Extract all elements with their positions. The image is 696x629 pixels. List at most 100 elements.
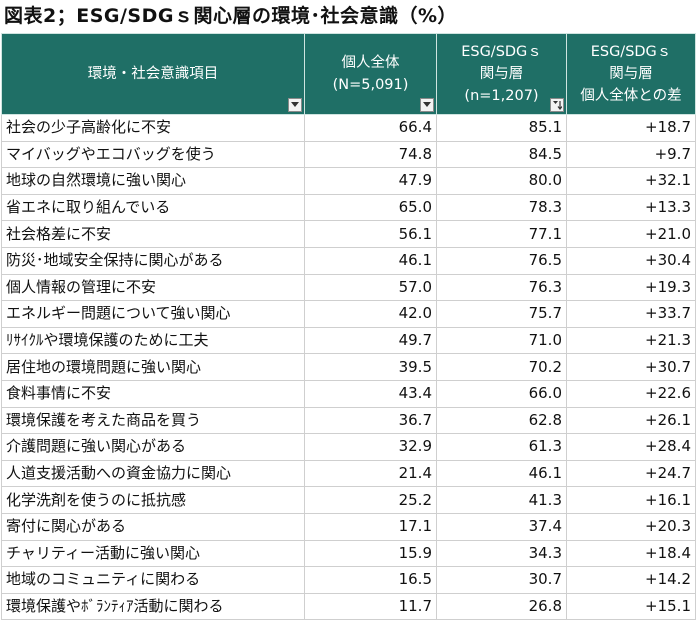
row-diff-cell[interactable]: +24.7: [566, 459, 696, 488]
table-row: マイバッグやエコバッグを使う 74.8 84.5 +9.7: [1, 140, 696, 169]
row-diff-cell[interactable]: +15.1: [566, 592, 696, 621]
header-line: ESG/SDGｓ: [590, 44, 672, 60]
row-esg-cell[interactable]: 85.1: [436, 114, 567, 142]
row-all-cell[interactable]: 43.4: [304, 379, 437, 408]
row-diff-cell[interactable]: +22.6: [566, 379, 696, 408]
row-item-cell[interactable]: 化学洗剤を使うのに抵抗感: [1, 486, 305, 514]
row-esg-cell[interactable]: 26.8: [436, 592, 567, 621]
row-esg-cell[interactable]: 62.8: [436, 406, 567, 435]
row-item-cell[interactable]: 環境保護やﾎﾞﾗﾝﾃｨｱ活動に関わる: [1, 592, 305, 621]
row-item-cell[interactable]: エネルギー問題について強い関心: [1, 300, 305, 328]
row-item-cell[interactable]: 介護問題に強い関心がある: [1, 433, 305, 461]
row-diff-cell[interactable]: +9.7: [566, 140, 696, 169]
row-item-cell[interactable]: 防災･地域安全保持に関心がある: [1, 246, 305, 275]
row-item-cell[interactable]: 人道支援活動への資金協力に関心: [1, 459, 305, 488]
row-esg-cell[interactable]: 78.3: [436, 193, 567, 222]
row-all-cell[interactable]: 49.7: [304, 326, 437, 355]
table-row: チャリティー活動に強い関心 15.9 34.3 +18.4: [1, 539, 696, 568]
row-diff-cell[interactable]: +18.7: [566, 114, 696, 142]
row-diff-cell[interactable]: +21.3: [566, 326, 696, 355]
row-diff-cell[interactable]: +33.7: [566, 300, 696, 328]
page-title: 図表2；ESG/SDGｓ関心層の環境･社会意識（%）: [4, 5, 458, 27]
row-all-cell[interactable]: 56.1: [304, 220, 437, 248]
row-all-cell[interactable]: 57.0: [304, 273, 437, 302]
row-item-cell[interactable]: 省エネに取り組んでいる: [1, 193, 305, 222]
row-esg-cell[interactable]: 34.3: [436, 539, 567, 568]
row-all-cell[interactable]: 46.1: [304, 246, 437, 275]
row-all-cell[interactable]: 21.4: [304, 459, 437, 488]
header-row: 環境・社会意識項目 個人全体 (N=5,091) ESG/SDGｓ 関与層 (n…: [1, 33, 696, 115]
row-diff-cell[interactable]: +21.0: [566, 220, 696, 248]
row-all-cell[interactable]: 36.7: [304, 406, 437, 435]
row-diff-cell[interactable]: +18.4: [566, 539, 696, 568]
header-diff: ESG/SDGｓ 関与層 個人全体との差: [566, 33, 696, 115]
table-row: 居住地の環境問題に強い関心 39.5 70.2 +30.7: [1, 353, 696, 381]
row-all-cell[interactable]: 17.1: [304, 512, 437, 541]
row-item-cell[interactable]: 社会の少子高齢化に不安: [1, 114, 305, 142]
row-esg-cell[interactable]: 76.5: [436, 246, 567, 275]
row-all-cell[interactable]: 11.7: [304, 592, 437, 621]
dropdown-arrow-icon[interactable]: [288, 98, 302, 112]
row-item-cell[interactable]: 地域のコミュニティに関わる: [1, 566, 305, 594]
dropdown-arrow-icon[interactable]: [420, 98, 434, 112]
table-row: 地域のコミュニティに関わる 16.5 30.7 +14.2: [1, 566, 696, 594]
header-item: 環境・社会意識項目: [1, 33, 305, 115]
row-item-cell[interactable]: ﾘｻｲｸﾙや環境保護のために工夫: [1, 326, 305, 355]
table-row: ﾘｻｲｸﾙや環境保護のために工夫 49.7 71.0 +21.3: [1, 326, 696, 355]
row-esg-cell[interactable]: 84.5: [436, 140, 567, 169]
row-item-cell[interactable]: 個人情報の管理に不安: [1, 273, 305, 302]
row-diff-cell[interactable]: +16.1: [566, 486, 696, 514]
row-diff-cell[interactable]: +13.3: [566, 193, 696, 222]
row-all-cell[interactable]: 47.9: [304, 167, 437, 195]
row-item-cell[interactable]: 食料事情に不安: [1, 379, 305, 408]
row-diff-cell[interactable]: +28.4: [566, 433, 696, 461]
row-diff-cell[interactable]: +19.3: [566, 273, 696, 302]
header-line: 関与層: [479, 66, 524, 82]
data-table: 環境・社会意識項目 個人全体 (N=5,091) ESG/SDGｓ 関与層 (n…: [1, 33, 696, 621]
row-item-cell[interactable]: 寄付に関心がある: [1, 512, 305, 541]
row-diff-cell[interactable]: +30.7: [566, 353, 696, 381]
row-all-cell[interactable]: 65.0: [304, 193, 437, 222]
row-esg-cell[interactable]: 41.3: [436, 486, 567, 514]
row-all-cell[interactable]: 25.2: [304, 486, 437, 514]
sort-descending-icon[interactable]: [550, 98, 564, 112]
row-item-cell[interactable]: 環境保護を考えた商品を買う: [1, 406, 305, 435]
row-esg-cell[interactable]: 76.3: [436, 273, 567, 302]
header-line: 個人全体との差: [580, 88, 682, 104]
row-esg-cell[interactable]: 30.7: [436, 566, 567, 594]
row-all-cell[interactable]: 39.5: [304, 353, 437, 381]
row-all-cell[interactable]: 74.8: [304, 140, 437, 169]
row-esg-cell[interactable]: 66.0: [436, 379, 567, 408]
table-row: 省エネに取り組んでいる 65.0 78.3 +13.3: [1, 193, 696, 222]
row-esg-cell[interactable]: 77.1: [436, 220, 567, 248]
row-diff-cell[interactable]: +26.1: [566, 406, 696, 435]
row-diff-cell[interactable]: +32.1: [566, 167, 696, 195]
table-body: 社会の少子高齢化に不安 66.4 85.1 +18.7 マイバッグやエコバッグを使う 74…: [1, 114, 696, 621]
row-item-cell[interactable]: チャリティー活動に強い関心: [1, 539, 305, 568]
row-item-cell[interactable]: 居住地の環境問題に強い関心: [1, 353, 305, 381]
row-esg-cell[interactable]: 37.4: [436, 512, 567, 541]
row-esg-cell[interactable]: 75.7: [436, 300, 567, 328]
row-item-cell[interactable]: マイバッグやエコバッグを使う: [1, 140, 305, 169]
header-all: 個人全体 (N=5,091): [304, 33, 437, 115]
row-esg-cell[interactable]: 46.1: [436, 459, 567, 488]
row-diff-cell[interactable]: +14.2: [566, 566, 696, 594]
table-row: 環境保護やﾎﾞﾗﾝﾃｨｱ活動に関わる 11.7 26.8 +15.1: [1, 592, 696, 621]
row-all-cell[interactable]: 16.5: [304, 566, 437, 594]
table-row: 寄付に関心がある 17.1 37.4 +20.3: [1, 512, 696, 541]
row-diff-cell[interactable]: +30.4: [566, 246, 696, 275]
row-esg-cell[interactable]: 70.2: [436, 353, 567, 381]
row-all-cell[interactable]: 66.4: [304, 114, 437, 142]
row-esg-cell[interactable]: 61.3: [436, 433, 567, 461]
row-item-cell[interactable]: 社会格差に不安: [1, 220, 305, 248]
header-esg: ESG/SDGｓ 関与層 (n=1,207): [436, 33, 567, 115]
row-item-cell[interactable]: 地球の自然環境に強い関心: [1, 167, 305, 195]
header-line: ESG/SDGｓ: [461, 44, 542, 60]
row-all-cell[interactable]: 15.9: [304, 539, 437, 568]
row-all-cell[interactable]: 32.9: [304, 433, 437, 461]
row-esg-cell[interactable]: 71.0: [436, 326, 567, 355]
row-esg-cell[interactable]: 80.0: [436, 167, 567, 195]
header-line: 関与層: [609, 66, 653, 82]
row-all-cell[interactable]: 42.0: [304, 300, 437, 328]
row-diff-cell[interactable]: +20.3: [566, 512, 696, 541]
